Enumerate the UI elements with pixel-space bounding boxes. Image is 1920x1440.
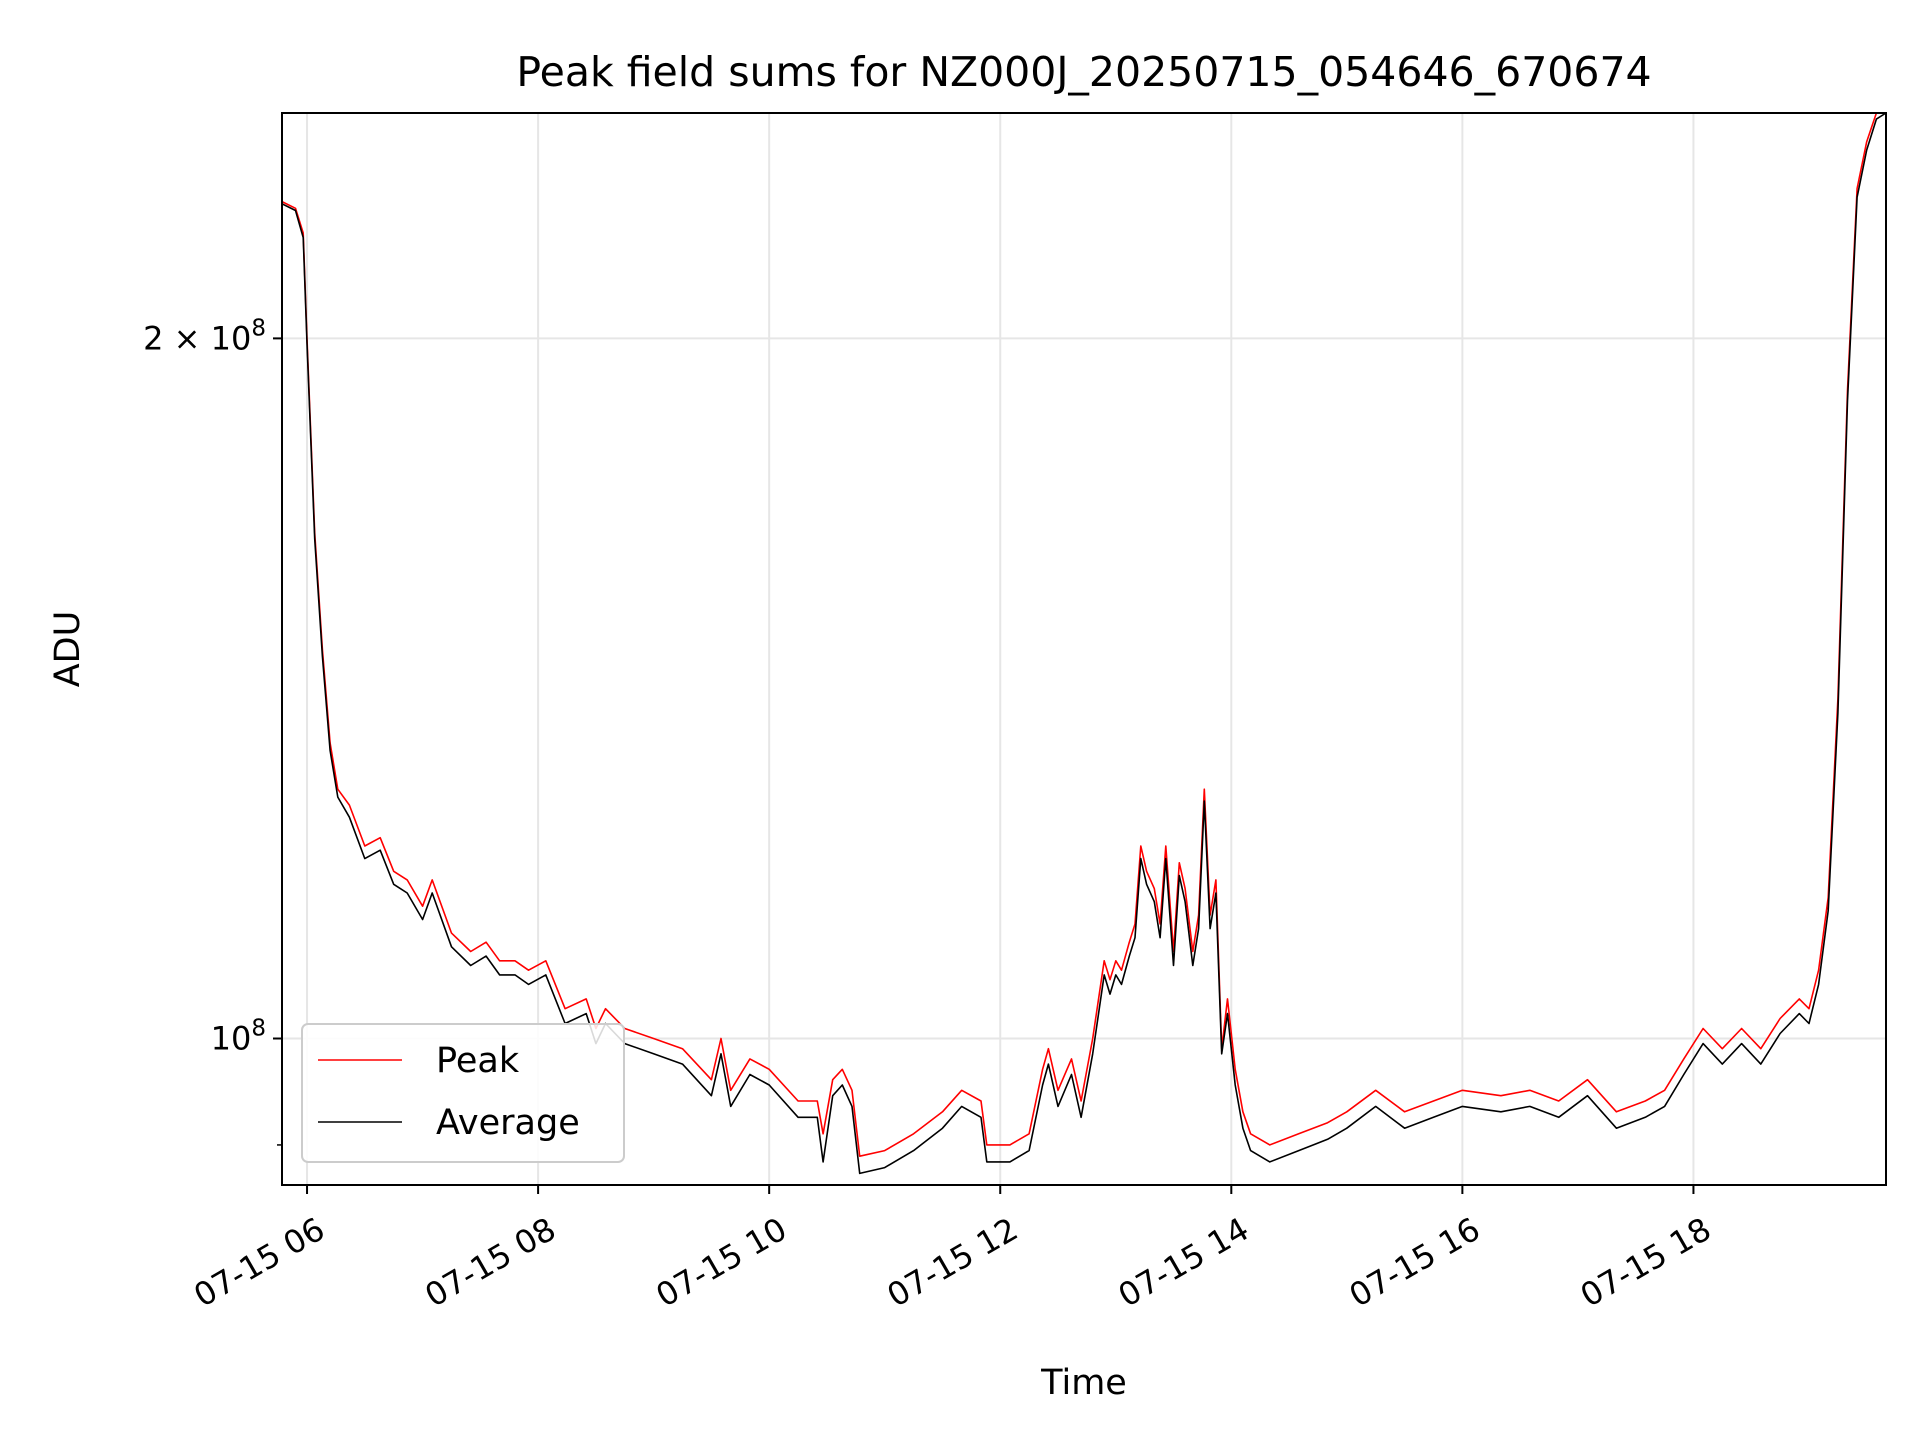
y-tick-label: 108 bbox=[211, 1016, 266, 1058]
plot-lines bbox=[281, 112, 1887, 1175]
y-tick-label: 2 × 108 bbox=[143, 315, 266, 357]
y-axis-label: ADU bbox=[48, 611, 88, 688]
legend-label-peak: Peak bbox=[436, 1041, 520, 1081]
x-tick-label: 07-15 12 bbox=[881, 1210, 1025, 1315]
x-tick-label: 07-15 10 bbox=[650, 1210, 794, 1315]
chart-title: Peak field sums for NZ000J_20250715_0546… bbox=[516, 48, 1651, 96]
x-tick-label: 07-15 16 bbox=[1343, 1210, 1487, 1315]
legend: Peak Average bbox=[301, 1023, 625, 1163]
legend-label-average: Average bbox=[436, 1103, 580, 1143]
x-tick-label: 07-15 14 bbox=[1112, 1210, 1256, 1315]
x-axis-label: Time bbox=[1040, 1363, 1127, 1403]
series-line-peak bbox=[281, 112, 1886, 1157]
plot-frame bbox=[281, 112, 1887, 1186]
x-tick-label: 07-15 08 bbox=[419, 1210, 563, 1315]
series-line-average bbox=[281, 112, 1887, 1175]
grid bbox=[282, 113, 1886, 1185]
x-tick-label: 07-15 06 bbox=[187, 1210, 331, 1315]
x-tick-label: 07-15 18 bbox=[1574, 1210, 1718, 1315]
axis-ticks: 07-15 06 07-15 08 07-15 10 07-15 12 07-15 14… bbox=[143, 315, 1717, 1314]
legend-box bbox=[301, 1023, 625, 1163]
